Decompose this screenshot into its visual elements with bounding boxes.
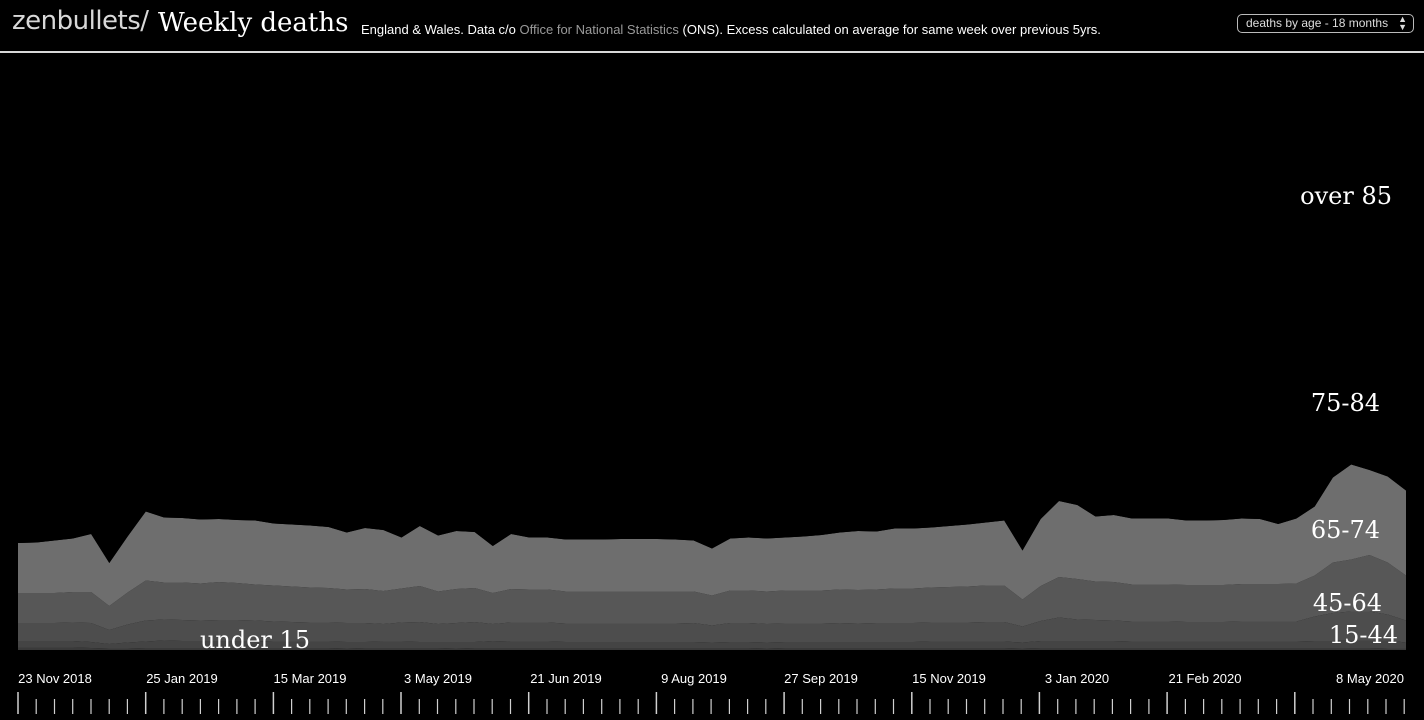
x-tick-label: 15 Nov 2019 xyxy=(912,671,986,686)
band-label-45-64: 45-64 xyxy=(1313,589,1382,617)
subtitle: England & Wales. Data c/o Office for Nat… xyxy=(361,22,1101,37)
band-label-15-44: 15-44 xyxy=(1329,621,1398,649)
x-tick-label: 9 Aug 2019 xyxy=(661,671,727,686)
x-tick-label: 25 Jan 2019 xyxy=(146,671,218,686)
x-tick-label: 23 Nov 2018 xyxy=(18,671,92,686)
header: zenbullets/ Weekly deaths England & Wale… xyxy=(0,0,1424,50)
x-tick-label: 21 Feb 2020 xyxy=(1168,671,1241,686)
band-label-over-85: over 85 xyxy=(1300,182,1392,210)
brand-logo[interactable]: zenbullets/ xyxy=(12,6,149,36)
ons-link[interactable]: Office for National Statistics xyxy=(519,22,679,37)
x-tick-label: 15 Mar 2019 xyxy=(274,671,347,686)
band-label-65-74: 65-74 xyxy=(1311,516,1380,544)
area-band-45-64 xyxy=(18,611,1406,644)
x-tick-label: 8 May 2020 xyxy=(1336,671,1404,686)
subtitle-prefix: England & Wales. Data c/o xyxy=(361,22,520,37)
x-tick-label: 3 May 2019 xyxy=(404,671,472,686)
page-title: Weekly deaths xyxy=(158,8,349,38)
updown-chevron-icon: ▲ ▼ xyxy=(1398,14,1407,32)
x-tick-label: 21 Jun 2019 xyxy=(530,671,602,686)
x-tick-label: 3 Jan 2020 xyxy=(1045,671,1109,686)
area-band-15-44 xyxy=(18,640,1406,649)
x-tick-label: 27 Sep 2019 xyxy=(784,671,858,686)
band-label-under-15: under 15 xyxy=(200,626,310,654)
area-band-over-85 xyxy=(18,234,1406,563)
subtitle-suffix: (ONS). Excess calculated on average for … xyxy=(678,22,1101,37)
area-band-under-15 xyxy=(18,647,1406,650)
area-band-65-74 xyxy=(18,555,1406,630)
area-band-75-84 xyxy=(18,464,1406,606)
dataset-select-value: deaths by age - 18 months xyxy=(1246,16,1389,30)
band-label-75-84: 75-84 xyxy=(1311,389,1380,417)
header-divider xyxy=(0,51,1424,53)
dataset-select[interactable]: deaths by age - 18 months ▲ ▼ xyxy=(1237,14,1414,33)
